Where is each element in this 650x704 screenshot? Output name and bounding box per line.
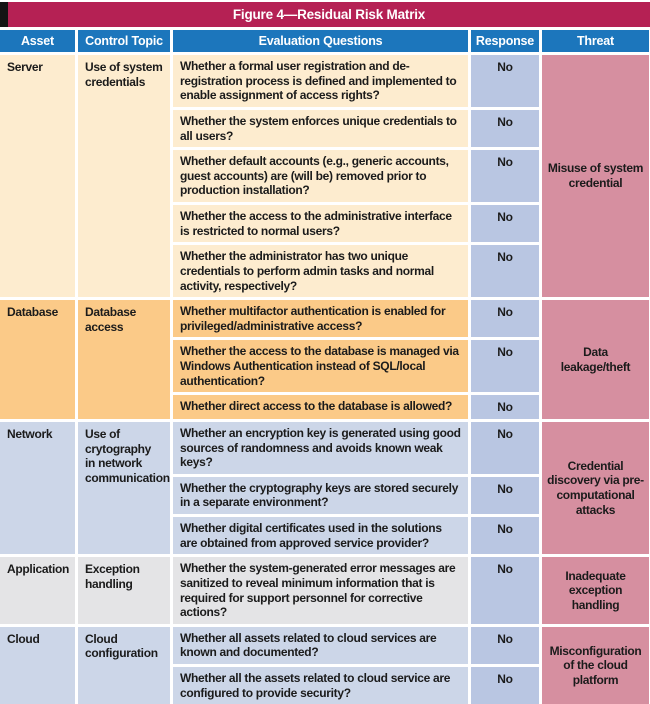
response-cell: No: [471, 667, 539, 704]
evaluation-question-cell: Whether the administrator has two unique…: [173, 245, 468, 298]
response-cell: No: [471, 476, 539, 514]
evaluation-question-cell: Whether all the assets related to cloud …: [173, 667, 468, 704]
asset-cell-server: Server: [0, 55, 75, 298]
figure-title-bar: Figure 4—Residual Risk Matrix: [0, 2, 650, 27]
evaluation-question-cell: Whether multifactor authentication is en…: [173, 300, 468, 338]
column-header-control-topic: Control Topic: [78, 30, 170, 52]
threat-cell: Misconfiguration of the cloud platform: [542, 626, 649, 704]
title-left-notch: [0, 2, 8, 27]
response-cell: No: [471, 557, 539, 624]
asset-cell-network: Network: [0, 421, 75, 555]
response-cell: No: [471, 109, 539, 148]
response-cell: No: [471, 205, 539, 243]
control-topic-cell: Database access: [78, 300, 170, 419]
control-topic-cell: Cloud configuration: [78, 626, 170, 704]
risk-matrix-grid: Asset Control Topic Evaluation Questions Re…: [0, 30, 650, 704]
asset-cell-database: Database: [0, 300, 75, 419]
column-header-threat: Threat: [542, 30, 649, 52]
response-cell: No: [471, 150, 539, 202]
evaluation-question-cell: Whether digital certificates used in the…: [173, 517, 468, 555]
evaluation-question-cell: Whether all assets related to cloud serv…: [173, 626, 468, 664]
response-cell: No: [471, 421, 539, 474]
column-header-asset: Asset: [0, 30, 75, 52]
control-topic-cell: Use of system credentials: [78, 55, 170, 298]
response-cell: No: [471, 626, 539, 664]
control-topic-cell: Use of crytography in network communicat…: [78, 421, 170, 555]
response-cell: No: [471, 517, 539, 555]
response-cell: No: [471, 340, 539, 393]
evaluation-question-cell: Whether the access to the database is ma…: [173, 340, 468, 393]
control-topic-cell: Exception handling: [78, 557, 170, 624]
evaluation-question-cell: Whether a formal user registration and d…: [173, 55, 468, 107]
threat-cell: Misuse of system credential: [542, 55, 649, 298]
asset-cell-application: Application: [0, 557, 75, 624]
evaluation-question-cell: Whether an encryption key is generated u…: [173, 421, 468, 474]
evaluation-question-cell: Whether the system enforces unique crede…: [173, 109, 468, 148]
figure-title: Figure 4—Residual Risk Matrix: [8, 2, 650, 27]
evaluation-question-cell: Whether the system-generated error messa…: [173, 557, 468, 624]
column-header-evaluation-questions: Evaluation Questions: [173, 30, 468, 52]
column-header-response: Response: [471, 30, 539, 52]
response-cell: No: [471, 55, 539, 107]
response-cell: No: [471, 300, 539, 338]
evaluation-question-cell: Whether the access to the administrative…: [173, 205, 468, 243]
threat-cell: Data leakage/theft: [542, 300, 649, 419]
asset-cell-cloud: Cloud: [0, 626, 75, 704]
response-cell: No: [471, 395, 539, 419]
threat-cell: Inadequate exception handling: [542, 557, 649, 624]
threat-cell: Credential discovery via pre-computation…: [542, 421, 649, 555]
response-cell: No: [471, 245, 539, 298]
evaluation-question-cell: Whether the cryptography keys are stored…: [173, 476, 468, 514]
evaluation-question-cell: Whether default accounts (e.g., generic …: [173, 150, 468, 202]
evaluation-question-cell: Whether direct access to the database is…: [173, 395, 468, 419]
